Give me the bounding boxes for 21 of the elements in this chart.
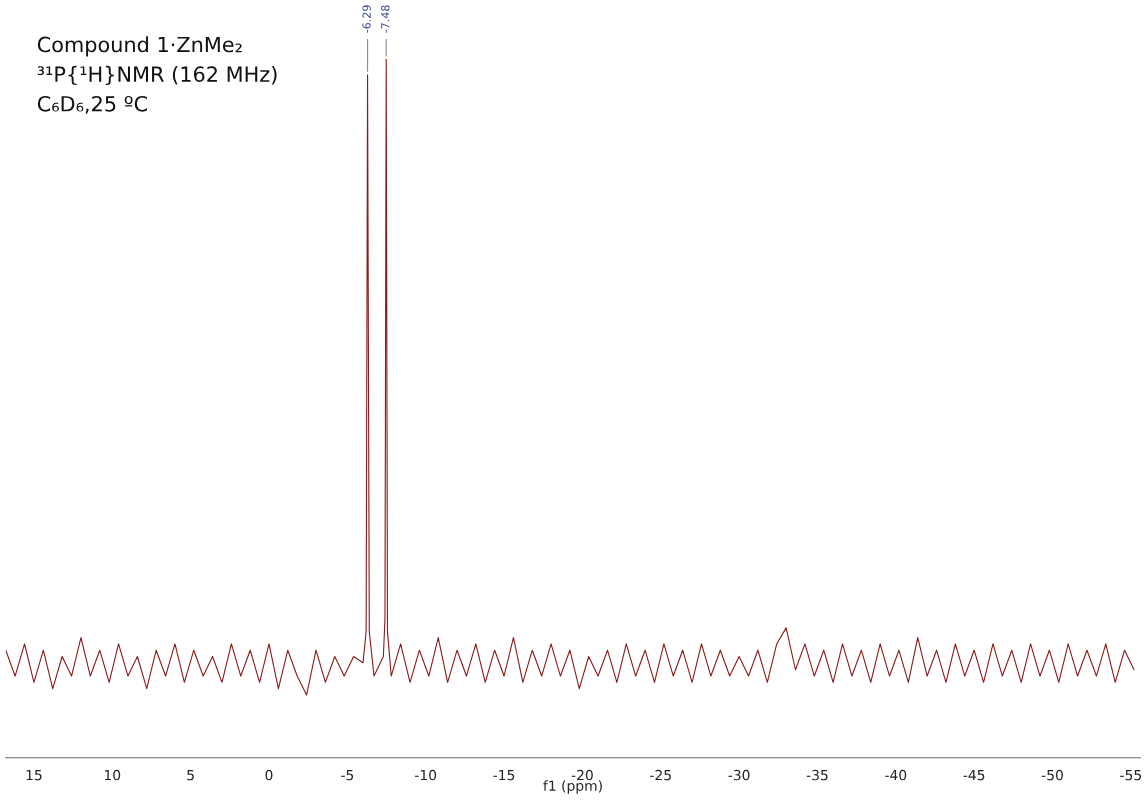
annotation: C₆D₆,25 ºC bbox=[37, 95, 147, 114]
annotation: -7.48 bbox=[381, 5, 390, 33]
x-tick-label: -25 bbox=[650, 769, 671, 781]
x-tick-label: 5 bbox=[187, 769, 194, 781]
chart-title: Compound 1·ZnMe₂ bbox=[37, 36, 242, 57]
x-tick-label: -40 bbox=[885, 769, 907, 781]
x-tick-label: -55 bbox=[1120, 769, 1141, 781]
x-axis-title: f1 (ppm) bbox=[543, 780, 602, 794]
x-tick-label: 15 bbox=[26, 769, 42, 781]
x-tick-label: 10 bbox=[104, 769, 121, 781]
x-tick-label: 0 bbox=[265, 769, 273, 781]
x-tick-label: -45 bbox=[963, 769, 985, 781]
x-tick-label: -35 bbox=[806, 769, 828, 781]
x-tick-label: -5 bbox=[341, 769, 354, 781]
x-tick-label: -30 bbox=[728, 769, 750, 781]
x-tick-label: -10 bbox=[415, 769, 437, 781]
x-tick-label: -15 bbox=[493, 769, 515, 781]
x-tick-label: -50 bbox=[1041, 769, 1063, 781]
chart-subtitle: ³¹P{¹H}NMR (162 MHz) bbox=[37, 65, 277, 86]
x-tick-label: -20 bbox=[571, 769, 593, 781]
annotation: -6.29 bbox=[362, 5, 371, 33]
